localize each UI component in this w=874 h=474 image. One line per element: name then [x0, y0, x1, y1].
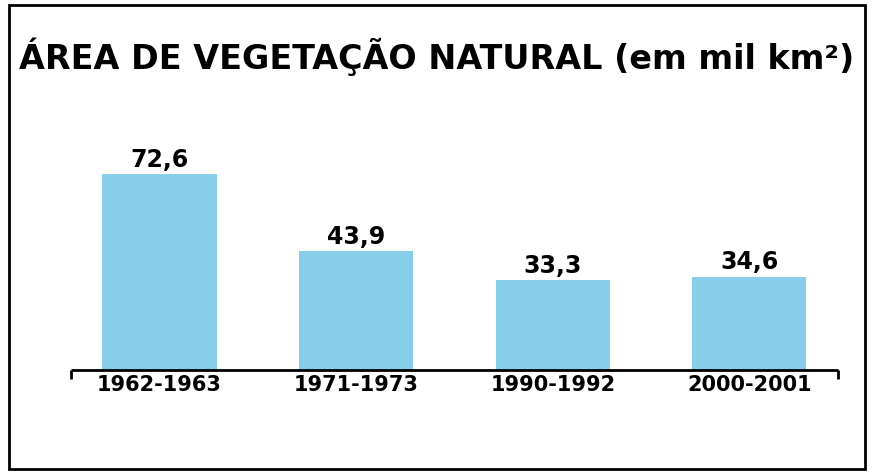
Text: 33,3: 33,3 — [524, 254, 582, 278]
Bar — [102, 174, 217, 370]
Bar — [496, 280, 610, 370]
Text: 43,9: 43,9 — [327, 225, 385, 249]
Text: 34,6: 34,6 — [720, 250, 779, 274]
Text: ÁREA DE VEGETAÇÃO NATURAL (em mil km²): ÁREA DE VEGETAÇÃO NATURAL (em mil km²) — [19, 37, 855, 76]
Text: 72,6: 72,6 — [130, 148, 189, 172]
Bar — [299, 252, 413, 370]
Bar — [692, 276, 807, 370]
